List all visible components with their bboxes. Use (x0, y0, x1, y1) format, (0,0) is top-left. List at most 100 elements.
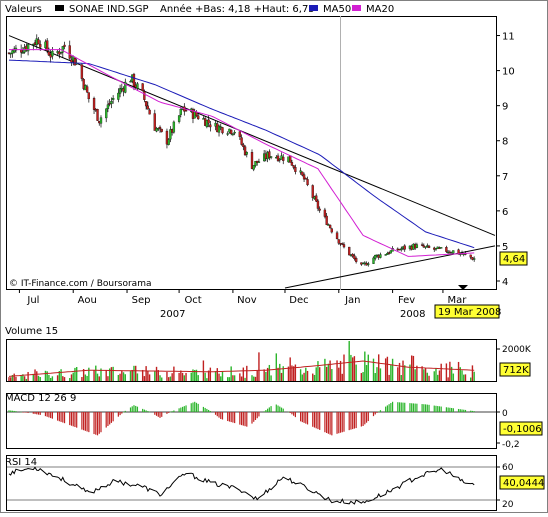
macd-bar (159, 412, 161, 418)
macd-bar (214, 412, 217, 415)
macd-bar (291, 412, 293, 415)
candle-body (403, 245, 406, 250)
price-y-tick-label: 6 (502, 207, 508, 218)
candle-body (197, 115, 200, 120)
date-badge (434, 304, 500, 319)
volume-bar (473, 371, 475, 381)
macd-bar (109, 412, 111, 425)
volume-bar (450, 366, 453, 381)
candle-body (106, 104, 110, 110)
volume-bar (263, 369, 265, 381)
candle-body (158, 126, 162, 129)
volume-bar (402, 360, 404, 381)
volume-bar (75, 367, 78, 381)
year-stats: Année +Bas: 4,18 +Haut: 6,75 (160, 3, 315, 15)
volume-bar (173, 366, 175, 381)
volume-bar (178, 372, 180, 381)
volume-bar (299, 369, 302, 381)
volume-bar (8, 377, 10, 381)
macd-bar (135, 405, 137, 412)
macd-histogram (8, 401, 475, 436)
candle-body (99, 117, 103, 124)
macd-bar (414, 403, 416, 412)
candle-body (73, 58, 77, 66)
volume-bar (275, 353, 277, 381)
macd-bar (157, 412, 159, 417)
volume-bar (39, 377, 41, 381)
volume-bar (253, 376, 255, 381)
candle-body (276, 155, 280, 162)
x-tick-label: Jul (26, 295, 39, 306)
macd-bar (391, 401, 394, 412)
volume-bar (69, 378, 71, 381)
price-y-tick-label: 11 (502, 32, 515, 43)
macd-bar (463, 409, 465, 412)
macd-bar (11, 410, 14, 412)
volume-bar (56, 375, 59, 381)
volume-bar (445, 363, 448, 381)
candle-body (374, 254, 377, 259)
volume-bar (423, 369, 425, 381)
macd-bar (48, 412, 50, 418)
macd-bar (385, 406, 387, 412)
macd-bar (277, 405, 279, 412)
macd-last-value: -0,1006 (503, 424, 542, 435)
volume-bar (169, 376, 172, 381)
macd-bar (289, 412, 291, 413)
volume-bar (367, 354, 369, 381)
volume-bar (244, 377, 246, 381)
candle-body (252, 164, 255, 170)
scroll-down-arrow-icon[interactable] (458, 285, 468, 290)
volume-bar (277, 367, 279, 381)
volume-bar (84, 374, 87, 381)
volume-bar (463, 374, 465, 381)
macd-bar (263, 411, 265, 412)
candle-body (315, 195, 318, 202)
volume-bar (428, 375, 430, 381)
candle-body (330, 228, 333, 233)
candle-body (136, 83, 139, 89)
candle-body (80, 64, 84, 79)
macd-bar (124, 410, 126, 412)
macd-bar (326, 412, 328, 433)
volume-bar (206, 378, 208, 381)
volume-bar (414, 369, 416, 381)
candle-body (219, 126, 222, 128)
price-candles (7, 34, 476, 267)
macd-bar (412, 403, 415, 412)
macd-bar (70, 412, 73, 426)
macd-bar (402, 402, 404, 412)
x-tick-label: Mar (447, 295, 467, 306)
macd-tick-neg-label: -0,2 (502, 440, 520, 450)
volume-bar (202, 360, 205, 381)
volume-bar (289, 357, 291, 381)
price-y-tick-label: 7 (502, 172, 508, 183)
macd-bar (424, 404, 427, 412)
x-tick-label: Sep (132, 295, 151, 306)
x-tick-label: Aou (78, 295, 97, 306)
candle-body (61, 46, 64, 53)
macd-bar (428, 404, 430, 412)
volume-bar (15, 376, 17, 381)
macd-bar (246, 412, 248, 427)
x-axis: Jul Aou Sep Oct Nov Dec Jan Fev Mar (18, 290, 467, 306)
volume-bar (421, 366, 423, 381)
volume-last-badge (499, 362, 531, 377)
macd-bar (155, 412, 158, 416)
volume-bar (27, 372, 29, 381)
candle-body (282, 156, 285, 161)
volume-bar (86, 375, 88, 381)
macd-bar (121, 412, 123, 414)
candle-body (316, 200, 320, 209)
macd-bar (300, 412, 302, 422)
volume-bar (23, 376, 26, 381)
volume-bar (161, 377, 163, 381)
candle-body (254, 160, 257, 166)
volume-bar (400, 375, 402, 381)
candle-body (209, 124, 212, 128)
macd-bar (312, 412, 314, 427)
x-tick-label: Oct (184, 295, 201, 306)
price-y-axis: 11 10 9 8 7 6 5 4 (497, 32, 515, 288)
volume-bar (440, 363, 442, 381)
volume-bar (291, 365, 293, 381)
